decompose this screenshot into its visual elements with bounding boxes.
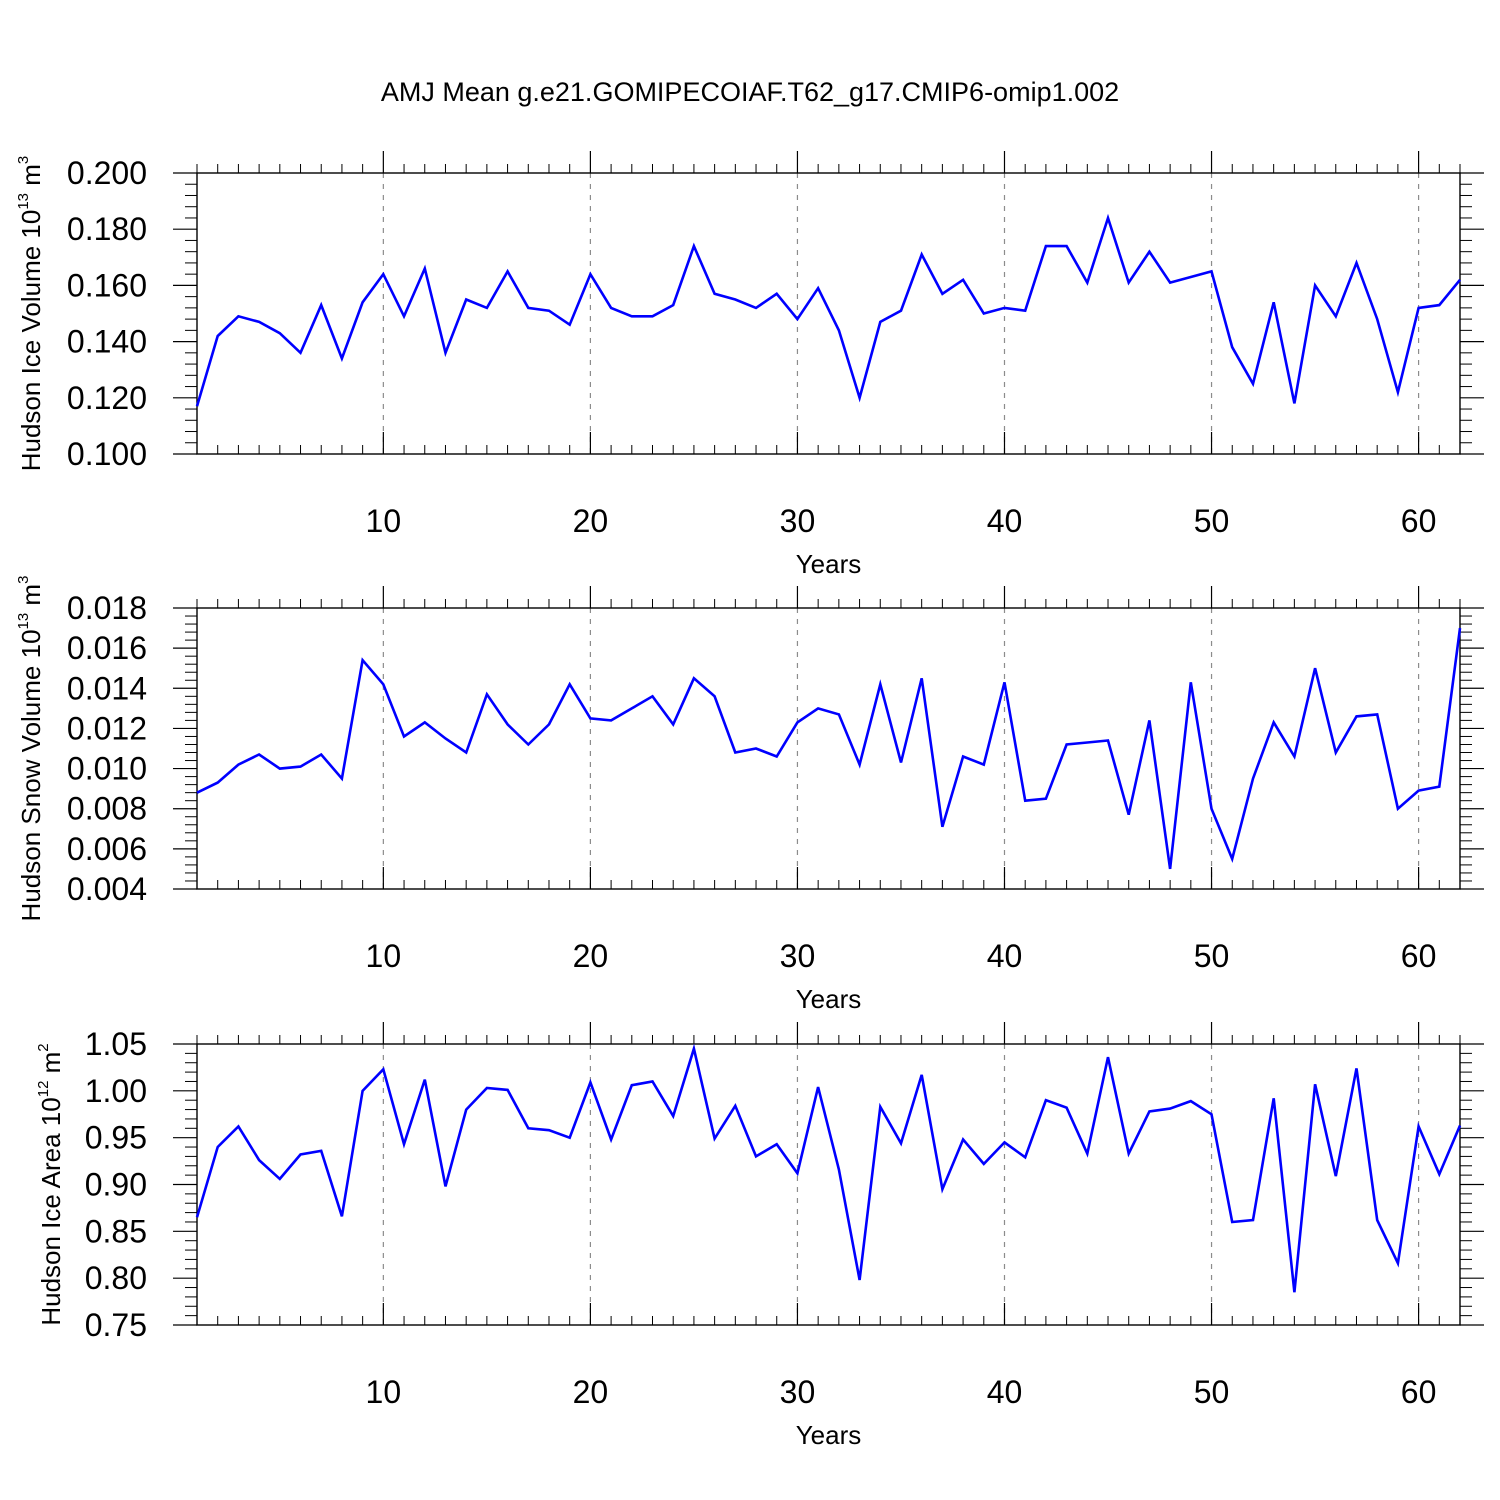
- x-axis-title: Years: [796, 549, 862, 579]
- x-tick-label: 10: [366, 938, 402, 974]
- x-tick-label: 50: [1194, 938, 1230, 974]
- y-tick-label: 0.85: [85, 1213, 147, 1249]
- y-tick-label: 0.90: [85, 1167, 147, 1203]
- y-axis-title-main: Hudson Snow Volume 10: [16, 629, 46, 921]
- y-tick-label: 0.014: [67, 670, 147, 706]
- y-axis-title-exponent: 12: [35, 1081, 52, 1098]
- x-tick-label: 40: [987, 938, 1023, 974]
- y-tick-label: 0.120: [67, 380, 147, 416]
- y-tick-label: 0.008: [67, 791, 147, 827]
- y-tick-label: 0.004: [67, 871, 147, 907]
- y-tick-label: 0.95: [85, 1120, 147, 1156]
- series-line: [195, 213, 1462, 407]
- x-axis-title: Years: [796, 984, 862, 1014]
- y-axis-title-main: Hudson Ice Volume 10: [16, 210, 46, 472]
- x-tick-label: 10: [366, 503, 402, 539]
- plot-frame: [196, 607, 1461, 890]
- x-tick-label: 40: [987, 1374, 1023, 1410]
- x-tick-label: 20: [573, 938, 609, 974]
- y-tick-label: 0.75: [85, 1307, 147, 1343]
- x-tick-label: 50: [1194, 503, 1230, 539]
- y-tick-label: 0.180: [67, 211, 147, 247]
- panel-2: 10 20 30 40 50 60 0.004 0.006 0.008 0.010 0.012 0.0…: [15, 576, 1484, 1014]
- x-tick-label: 60: [1401, 503, 1437, 539]
- y-axis-title-unit: m: [16, 584, 46, 613]
- y-tick-label: 0.100: [67, 436, 147, 472]
- y-tick-label: 0.200: [67, 155, 147, 191]
- y-tick-label: 0.80: [85, 1260, 147, 1296]
- x-tick-label: 10: [366, 1374, 402, 1410]
- y-axis-title-unit: m: [36, 1052, 66, 1081]
- y-axis-title-exponent: 13: [15, 613, 32, 630]
- y-tick-label: 1.05: [85, 1026, 147, 1062]
- x-tick-label: 60: [1401, 938, 1437, 974]
- y-axis-title: Hudson Snow Volume 1013 m3: [15, 576, 46, 922]
- y-axis-title-unit-exponent: 3: [15, 576, 32, 584]
- y-axis-title-main: Hudson Ice Area 10: [36, 1097, 66, 1325]
- x-tick-label: 50: [1194, 1374, 1230, 1410]
- x-tick-label: 30: [780, 938, 816, 974]
- x-tick-label: 60: [1401, 1374, 1437, 1410]
- y-axis-title: Hudson Ice Area 1012 m2: [35, 1043, 66, 1325]
- y-tick-label: 0.140: [67, 324, 147, 360]
- y-axis-title-unit: m: [16, 164, 46, 193]
- y-tick-label: 0.006: [67, 831, 147, 867]
- x-tick-label: 30: [780, 503, 816, 539]
- series-line: [196, 627, 1462, 870]
- y-axis-title: Hudson Ice Volume 1013 m3: [15, 156, 46, 472]
- y-tick-label: 0.016: [67, 630, 147, 666]
- chart-title: AMJ Mean g.e21.GOMIPECOIAF.T62_g17.CMIP6…: [381, 77, 1119, 107]
- panel-1: 10 20 30 40 50 60 0.100 0.120 0.140 0.160 0.180 0.2…: [15, 151, 1484, 579]
- y-axis-title-unit-exponent: 2: [35, 1043, 52, 1051]
- plot-frame: [196, 1043, 1461, 1326]
- y-tick-label: 0.012: [67, 710, 147, 746]
- x-axis-title: Years: [796, 1420, 862, 1450]
- x-tick-label: 20: [573, 1374, 609, 1410]
- x-tick-label: 30: [780, 1374, 816, 1410]
- y-axis-title-unit-exponent: 3: [15, 156, 32, 164]
- y-tick-label: 1.00: [85, 1073, 147, 1109]
- plot-frame: [196, 172, 1461, 455]
- y-tick-label: 0.018: [67, 590, 147, 626]
- y-tick-label: 0.160: [67, 267, 147, 303]
- series-line: [195, 1043, 1462, 1293]
- panel-3: 10 20 30 40 50 60 0.75 0.80 0.85 0.90 0.95 1.00 1.05…: [35, 1022, 1484, 1450]
- x-tick-label: 20: [573, 503, 609, 539]
- y-axis-title-exponent: 13: [15, 193, 32, 210]
- x-tick-label: 40: [987, 503, 1023, 539]
- y-tick-label: 0.010: [67, 751, 147, 787]
